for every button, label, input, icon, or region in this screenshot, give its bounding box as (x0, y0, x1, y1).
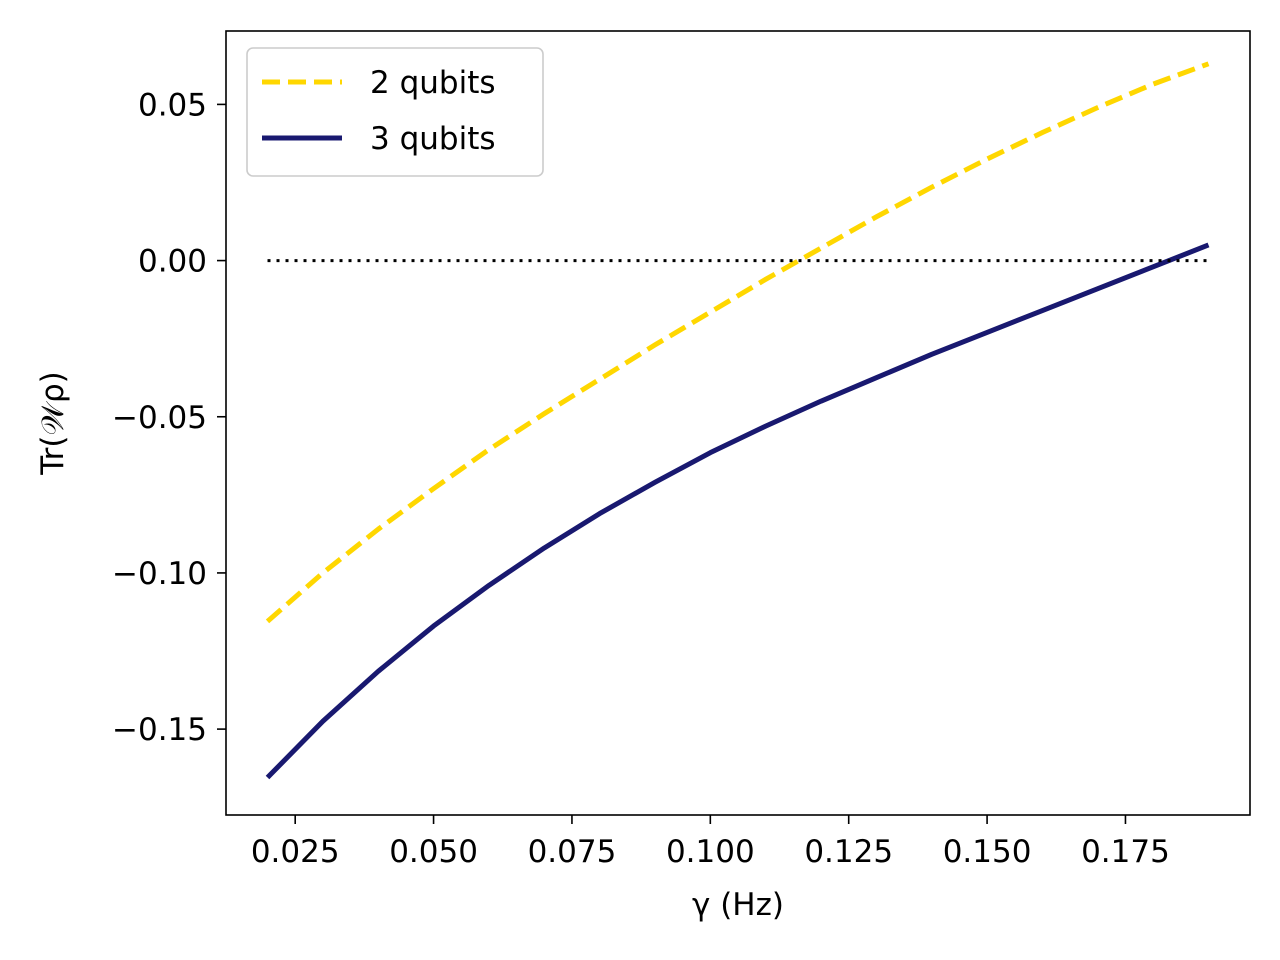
x-tick-label: 0.050 (389, 834, 478, 870)
y-tick-label: −0.15 (112, 712, 207, 748)
y-tick-label: −0.05 (112, 400, 207, 436)
series-line-2 (265, 242, 1210, 780)
x-tick-label: 0.025 (251, 834, 340, 870)
legend-label: 2 qubits (370, 65, 496, 101)
x-tick-label: 0.125 (804, 834, 893, 870)
y-axis-title: Tr(𝒲ρ) (35, 371, 71, 475)
x-tick-label: 0.075 (528, 834, 617, 870)
series-line-1 (265, 61, 1210, 624)
y-axis: −0.15 −0.10 −0.05 0.00 0.05 (112, 87, 226, 748)
y-tick-label: −0.10 (112, 556, 207, 592)
x-tick-label: 0.150 (943, 834, 1032, 870)
plot-frame (225, 30, 1251, 816)
x-tick-label: 0.175 (1081, 834, 1170, 870)
legend-label: 3 qubits (370, 121, 496, 157)
legend: 2 qubits 3 qubits (246, 47, 544, 177)
x-axis-title: γ (Hz) (692, 887, 784, 923)
y-tick-label: 0.00 (138, 244, 207, 280)
series-lines (265, 61, 1210, 780)
x-tick-label: 0.100 (666, 834, 755, 870)
x-axis: 0.025 0.050 0.075 0.100 0.125 0.150 0.175 (251, 815, 1170, 870)
y-tick-label: 0.05 (138, 87, 207, 123)
